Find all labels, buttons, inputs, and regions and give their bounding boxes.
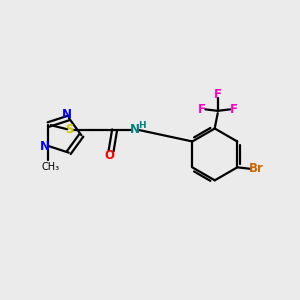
Text: Br: Br bbox=[249, 162, 264, 175]
Text: F: F bbox=[230, 103, 238, 116]
Text: CH₃: CH₃ bbox=[41, 162, 59, 172]
Text: F: F bbox=[214, 88, 222, 101]
Text: O: O bbox=[105, 149, 115, 162]
Text: S: S bbox=[65, 123, 74, 136]
Text: N: N bbox=[130, 123, 140, 136]
Text: N: N bbox=[61, 108, 71, 121]
Text: H: H bbox=[138, 121, 146, 130]
Text: N: N bbox=[40, 140, 50, 152]
Text: F: F bbox=[198, 103, 206, 116]
